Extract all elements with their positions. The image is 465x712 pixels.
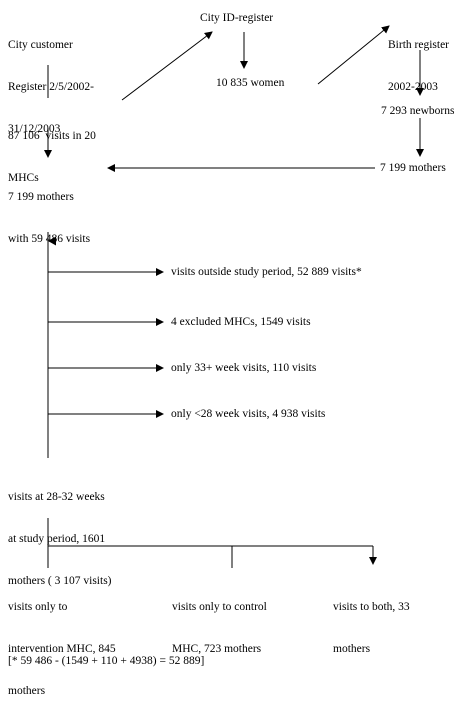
newborns-count: 7 293 newborns (381, 105, 455, 117)
city-customer-line2: Register 2/5/2002- (8, 81, 94, 93)
group-control: visits only to control MHC, 723 mothers (172, 572, 267, 670)
study-line1: visits at 28-32 weeks (8, 491, 105, 503)
city-customer-register: City customer Register 2/5/2002- 31/12/2… (8, 10, 94, 150)
birth-register-line2: 2002-2003 (388, 81, 438, 93)
study-line3: mothers ( 3 107 visits) (8, 575, 112, 587)
study-population: visits at 28-32 weeks at study period, 1… (8, 462, 112, 602)
mothers-main-line1: 7 199 mothers (8, 191, 74, 203)
arrow-to-cityid (121, 31, 213, 101)
control-line2: MHC, 723 mothers (172, 643, 262, 655)
footnote: [* 59 486 - (1549 + 110 + 4938) = 52 889… (8, 655, 205, 667)
intervention-line2: intervention MHC, 845 (8, 643, 116, 655)
both-line1: visits to both, 33 (333, 601, 410, 613)
exclusion-outside-period: visits outside study period, 52 889 visi… (171, 266, 362, 278)
group-both: visits to both, 33 mothers (333, 572, 410, 670)
visits-count-line1: 87 106 visits in 20 (8, 130, 96, 142)
exclusion-28-week: only <28 week visits, 4 938 visits (171, 408, 326, 420)
birth-register: Birth register 2002-2003 (388, 10, 449, 108)
birth-register-line1: Birth register (388, 39, 449, 51)
both-line2: mothers (333, 643, 371, 655)
mothers-main: 7 199 mothers with 59 486 visits (8, 162, 90, 260)
intervention-line1: visits only to (8, 601, 68, 613)
exclusion-excluded-mhcs: 4 excluded MHCs, 1549 visits (171, 316, 311, 328)
group-intervention: visits only to intervention MHC, 845 mot… (8, 572, 116, 712)
mothers-right: 7 199 mothers (380, 162, 446, 174)
arrow-to-birth (317, 25, 390, 85)
mothers-main-line2: with 59 486 visits (8, 233, 91, 245)
flowchart-connectors (44, 25, 424, 568)
exclusion-33-week: only 33+ week visits, 110 visits (171, 362, 317, 374)
visits-count-line2: MHCs (8, 172, 39, 184)
intervention-line3: mothers (8, 685, 46, 697)
spine-arrowhead (48, 236, 56, 246)
city-customer-line3: 31/12/2003 (8, 123, 61, 135)
control-line1: visits only to control (172, 601, 267, 613)
women-count: 10 835 women (216, 77, 285, 89)
city-id-register: City ID-register (200, 12, 274, 24)
city-customer-line1: City customer (8, 39, 73, 51)
study-line2: at study period, 1601 (8, 533, 106, 545)
visits-count: 87 106 visits in 20 MHCs (8, 101, 96, 199)
